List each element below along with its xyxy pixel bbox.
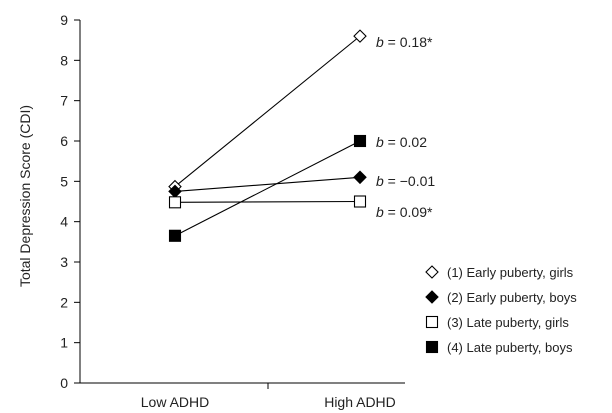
slope-symbol: b — [376, 134, 384, 150]
series-line — [174, 140, 361, 237]
y-tick-label: 0 — [60, 375, 68, 391]
y-tick-label: 9 — [60, 12, 68, 28]
x-tick-label: High ADHD — [324, 394, 396, 410]
legend-label: (4) Late puberty, boys — [447, 340, 573, 355]
y-tick-label: 5 — [60, 173, 68, 189]
data-point — [168, 229, 182, 242]
legend-label: (2) Early puberty, boys — [447, 290, 577, 305]
slope-annotation: b = 0.02 — [376, 134, 427, 150]
legend-item: (3) Late puberty, girls — [425, 315, 569, 330]
data-point — [353, 134, 367, 148]
slope-value: = 0.18* — [384, 34, 433, 50]
y-tick-label: 2 — [60, 294, 68, 310]
y-tick-label: 3 — [60, 254, 68, 270]
legend-label: (1) Early puberty, girls — [447, 265, 574, 280]
legend-marker — [425, 315, 439, 329]
y-tick-label: 7 — [60, 93, 68, 109]
slope-value: = 0.09* — [384, 204, 433, 220]
y-axis-label: Total Depression Score (CDI) — [17, 105, 33, 287]
data-point — [168, 196, 182, 209]
legend-item: (2) Early puberty, boys — [425, 290, 577, 305]
series-1 — [168, 29, 367, 194]
y-tick-label: 1 — [60, 335, 68, 351]
slope-value: = 0.02 — [384, 134, 427, 150]
legend-label: (3) Late puberty, girls — [447, 315, 569, 330]
data-point — [353, 195, 367, 208]
legend: (1) Early puberty, girls (2) Early pubert… — [425, 265, 577, 355]
legend-marker — [425, 290, 439, 304]
y-tick-label: 8 — [60, 52, 68, 68]
x-ticks: Low ADHD High ADHD — [141, 383, 396, 410]
legend-marker — [425, 265, 439, 279]
slope-value: = −0.01 — [384, 173, 436, 189]
legend-item: (1) Early puberty, girls — [425, 265, 574, 280]
legend-item: (4) Late puberty, boys — [425, 340, 573, 355]
y-tick-label: 4 — [60, 214, 68, 230]
legend-marker — [425, 340, 439, 354]
slope-annotation: b = −0.01 — [376, 173, 435, 189]
series-2 — [168, 170, 367, 199]
data-point — [353, 29, 367, 43]
data-point — [353, 170, 367, 185]
slope-annotation: b = 0.09* — [376, 204, 433, 220]
slope-annotation: b = 0.18* — [376, 34, 433, 50]
series-line — [174, 35, 361, 188]
series-line — [174, 200, 361, 203]
series-line — [174, 176, 361, 192]
slope-symbol: b — [376, 204, 384, 220]
y-tick-label: 6 — [60, 133, 68, 149]
annotations: b = 0.18*b = 0.02b = −0.01b = 0.09* — [376, 34, 435, 220]
series-group — [168, 29, 367, 242]
y-ticks: 0 1 2 3 4 5 6 7 8 9 — [60, 12, 80, 391]
series-3 — [168, 195, 367, 209]
slope-symbol: b — [376, 173, 384, 189]
slope-symbol: b — [376, 34, 384, 50]
x-tick-label: Low ADHD — [141, 394, 209, 410]
series-4 — [168, 134, 367, 242]
